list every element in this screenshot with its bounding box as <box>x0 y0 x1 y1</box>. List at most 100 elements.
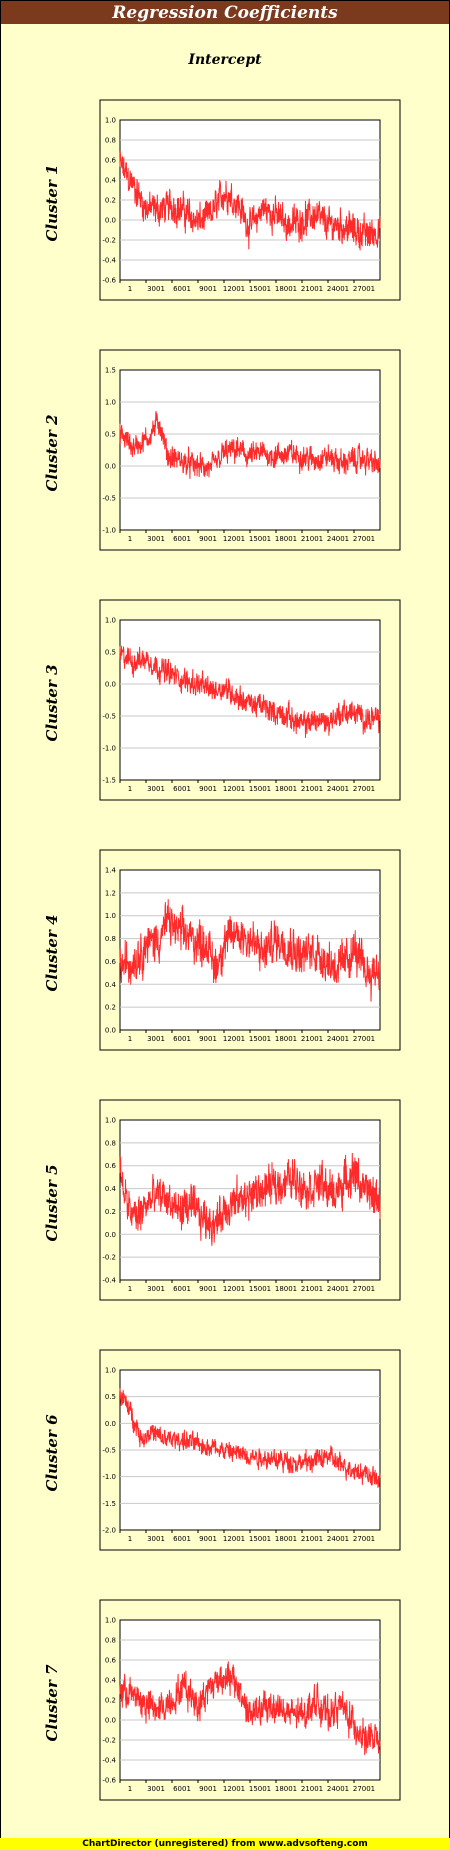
cluster-6-x-tick-label: 27001 <box>353 1535 375 1543</box>
cluster-1-y-tick-label: 0.2 <box>105 197 116 205</box>
cluster-7-y-tick-label: 1.0 <box>105 1617 116 1625</box>
cluster-4-y-tick-label: 1.0 <box>105 912 116 920</box>
cluster-4-x-tick-label: 3001 <box>147 1035 165 1043</box>
cluster-3-x-tick-label: 6001 <box>173 785 191 793</box>
cluster-6-y-tick-label: 0.0 <box>105 1420 116 1428</box>
cluster-6-series-line <box>119 1388 381 1488</box>
cluster-3-y-tick-label: -0.5 <box>102 713 116 721</box>
cluster-4-x-tick-label: 6001 <box>173 1035 191 1043</box>
cluster-3-x-tick-label: 21001 <box>301 785 323 793</box>
cluster-5-x-tick-label: 27001 <box>353 1285 375 1293</box>
cluster-5-x-tick-label: 3001 <box>147 1285 165 1293</box>
cluster-4-y-tick-label: 0.2 <box>105 1004 116 1012</box>
cluster-6-x-tick-label: 24001 <box>327 1535 349 1543</box>
cluster-2-y-tick-label: 1.0 <box>105 399 116 407</box>
cluster-1-y-tick-label: 0.0 <box>105 217 116 225</box>
cluster-7-chart-frame <box>99 1599 401 1801</box>
cluster-2-y-tick-label: -0.5 <box>102 495 116 503</box>
cluster-7-x-tick-label: 12001 <box>223 1785 245 1793</box>
cluster-1-x-tick-label: 3001 <box>147 285 165 293</box>
cluster-2-x-tick-label: 9001 <box>199 535 217 543</box>
cluster-7-x-tick-label: 6001 <box>173 1785 191 1793</box>
cluster-7-x-tick-label: 21001 <box>301 1785 323 1793</box>
cluster-4-x-tick-label: 15001 <box>249 1035 271 1043</box>
cluster-4-x-tick-label: 27001 <box>353 1035 375 1043</box>
cluster-2-x-tick-label: 18001 <box>275 535 297 543</box>
cluster-2-y-tick-label: -1.0 <box>102 527 116 535</box>
cluster-2-x-tick-label: 12001 <box>223 535 245 543</box>
cluster-5-plot-area <box>119 1119 381 1281</box>
cluster-4-y-tick-label: 1.4 <box>105 867 117 875</box>
cluster-3-x-tick-label: 15001 <box>249 785 271 793</box>
cluster-3-series-line <box>119 645 381 738</box>
cluster-1-x-tick-label: 18001 <box>275 285 297 293</box>
cluster-5-series-line <box>119 1152 381 1246</box>
cluster-2-x-tick-label: 1 <box>128 535 132 543</box>
cluster-6-y-tick-label: -0.5 <box>102 1447 116 1455</box>
cluster-1-series-line <box>119 151 381 251</box>
cluster-4-y-tick-label: 0.8 <box>105 935 116 943</box>
cluster-6-x-tick-label: 18001 <box>275 1535 297 1543</box>
cluster-1-y-tick-label: 1.0 <box>105 117 116 125</box>
cluster-1-y-tick-label: -0.4 <box>102 257 116 265</box>
cluster-4-chart-frame <box>99 849 401 1051</box>
cluster-5-y-tick-label: 1.0 <box>105 1117 116 1125</box>
cluster-2-x-tick-label: 3001 <box>147 535 165 543</box>
cluster-4-x-tick-label: 9001 <box>199 1035 217 1043</box>
cluster-5-chart-frame <box>99 1099 401 1301</box>
cluster-5-x-tick-label: 24001 <box>327 1285 349 1293</box>
cluster-7-x-tick-label: 3001 <box>147 1785 165 1793</box>
cluster-6-x-tick-label: 3001 <box>147 1535 165 1543</box>
cluster-2-x-tick-label: 6001 <box>173 535 191 543</box>
cluster-5-y-tick-label: 0.4 <box>105 1185 117 1193</box>
cluster-4-x-tick-label: 12001 <box>223 1035 245 1043</box>
cluster-2-y-tick-label: 0.0 <box>105 463 116 471</box>
cluster-1-x-tick-label: 9001 <box>199 285 217 293</box>
cluster-6-x-tick-label: 21001 <box>301 1535 323 1543</box>
cluster-3-x-tick-label: 18001 <box>275 785 297 793</box>
cluster-4-x-tick-label: 21001 <box>301 1035 323 1043</box>
cluster-5-y-tick-label: 0.2 <box>105 1208 116 1216</box>
cluster-7-x-tick-label: 9001 <box>199 1785 217 1793</box>
cluster-5-x-tick-label: 1 <box>128 1285 132 1293</box>
cluster-6-x-tick-label: 1 <box>128 1535 132 1543</box>
cluster-6-y-tick-label: -1.0 <box>102 1473 116 1481</box>
cluster-6-y-tick-label: -1.5 <box>102 1500 116 1508</box>
cluster-4-x-tick-label: 1 <box>128 1035 132 1043</box>
cluster-6-x-tick-label: 12001 <box>223 1535 245 1543</box>
cluster-7-y-tick-label: 0.2 <box>105 1697 116 1705</box>
cluster-7-y-tick-label: -0.4 <box>102 1757 116 1765</box>
cluster-5-y-tick-label: -0.2 <box>102 1254 116 1262</box>
cluster-7-x-tick-label: 15001 <box>249 1785 271 1793</box>
cluster-7-y-tick-label: 0.8 <box>105 1637 116 1645</box>
cluster-6-y-tick-label: 0.5 <box>105 1393 116 1401</box>
cluster-6-y-tick-label: 1.0 <box>105 1367 116 1375</box>
cluster-3-x-tick-label: 27001 <box>353 785 375 793</box>
cluster-7-x-tick-label: 18001 <box>275 1785 297 1793</box>
cluster-3-y-tick-label: -1.0 <box>102 745 116 753</box>
cluster-3-y-tick-label: 1.0 <box>105 617 116 625</box>
cluster-5-x-tick-label: 6001 <box>173 1285 191 1293</box>
cluster-3-x-tick-label: 12001 <box>223 785 245 793</box>
cluster-7-x-tick-label: 1 <box>128 1785 132 1793</box>
cluster-3-y-tick-label: 0.5 <box>105 649 116 657</box>
cluster-6-chart-frame <box>99 1349 401 1551</box>
cluster-1-x-tick-label: 21001 <box>301 285 323 293</box>
cluster-6-x-tick-label: 6001 <box>173 1535 191 1543</box>
cluster-7-y-tick-label: 0.0 <box>105 1717 116 1725</box>
cluster-4-y-tick-label: 1.2 <box>105 889 116 897</box>
cluster-5-x-tick-label: 18001 <box>275 1285 297 1293</box>
cluster-1-y-tick-label: 0.4 <box>105 177 117 185</box>
cluster-4-y-tick-label: 0.6 <box>105 958 117 966</box>
cluster-7-series-line <box>119 1661 381 1756</box>
cluster-5-y-tick-label: -0.4 <box>102 1277 116 1285</box>
cluster-4-y-tick-label: 0.4 <box>105 981 117 989</box>
cluster-1-y-tick-label: 0.6 <box>105 157 117 165</box>
cluster-2-x-tick-label: 27001 <box>353 535 375 543</box>
cluster-1-x-tick-label: 15001 <box>249 285 271 293</box>
cluster-3-x-tick-label: 3001 <box>147 785 165 793</box>
cluster-7-y-tick-label: -0.2 <box>102 1737 116 1745</box>
cluster-2-x-tick-label: 15001 <box>249 535 271 543</box>
cluster-3-x-tick-label: 9001 <box>199 785 217 793</box>
